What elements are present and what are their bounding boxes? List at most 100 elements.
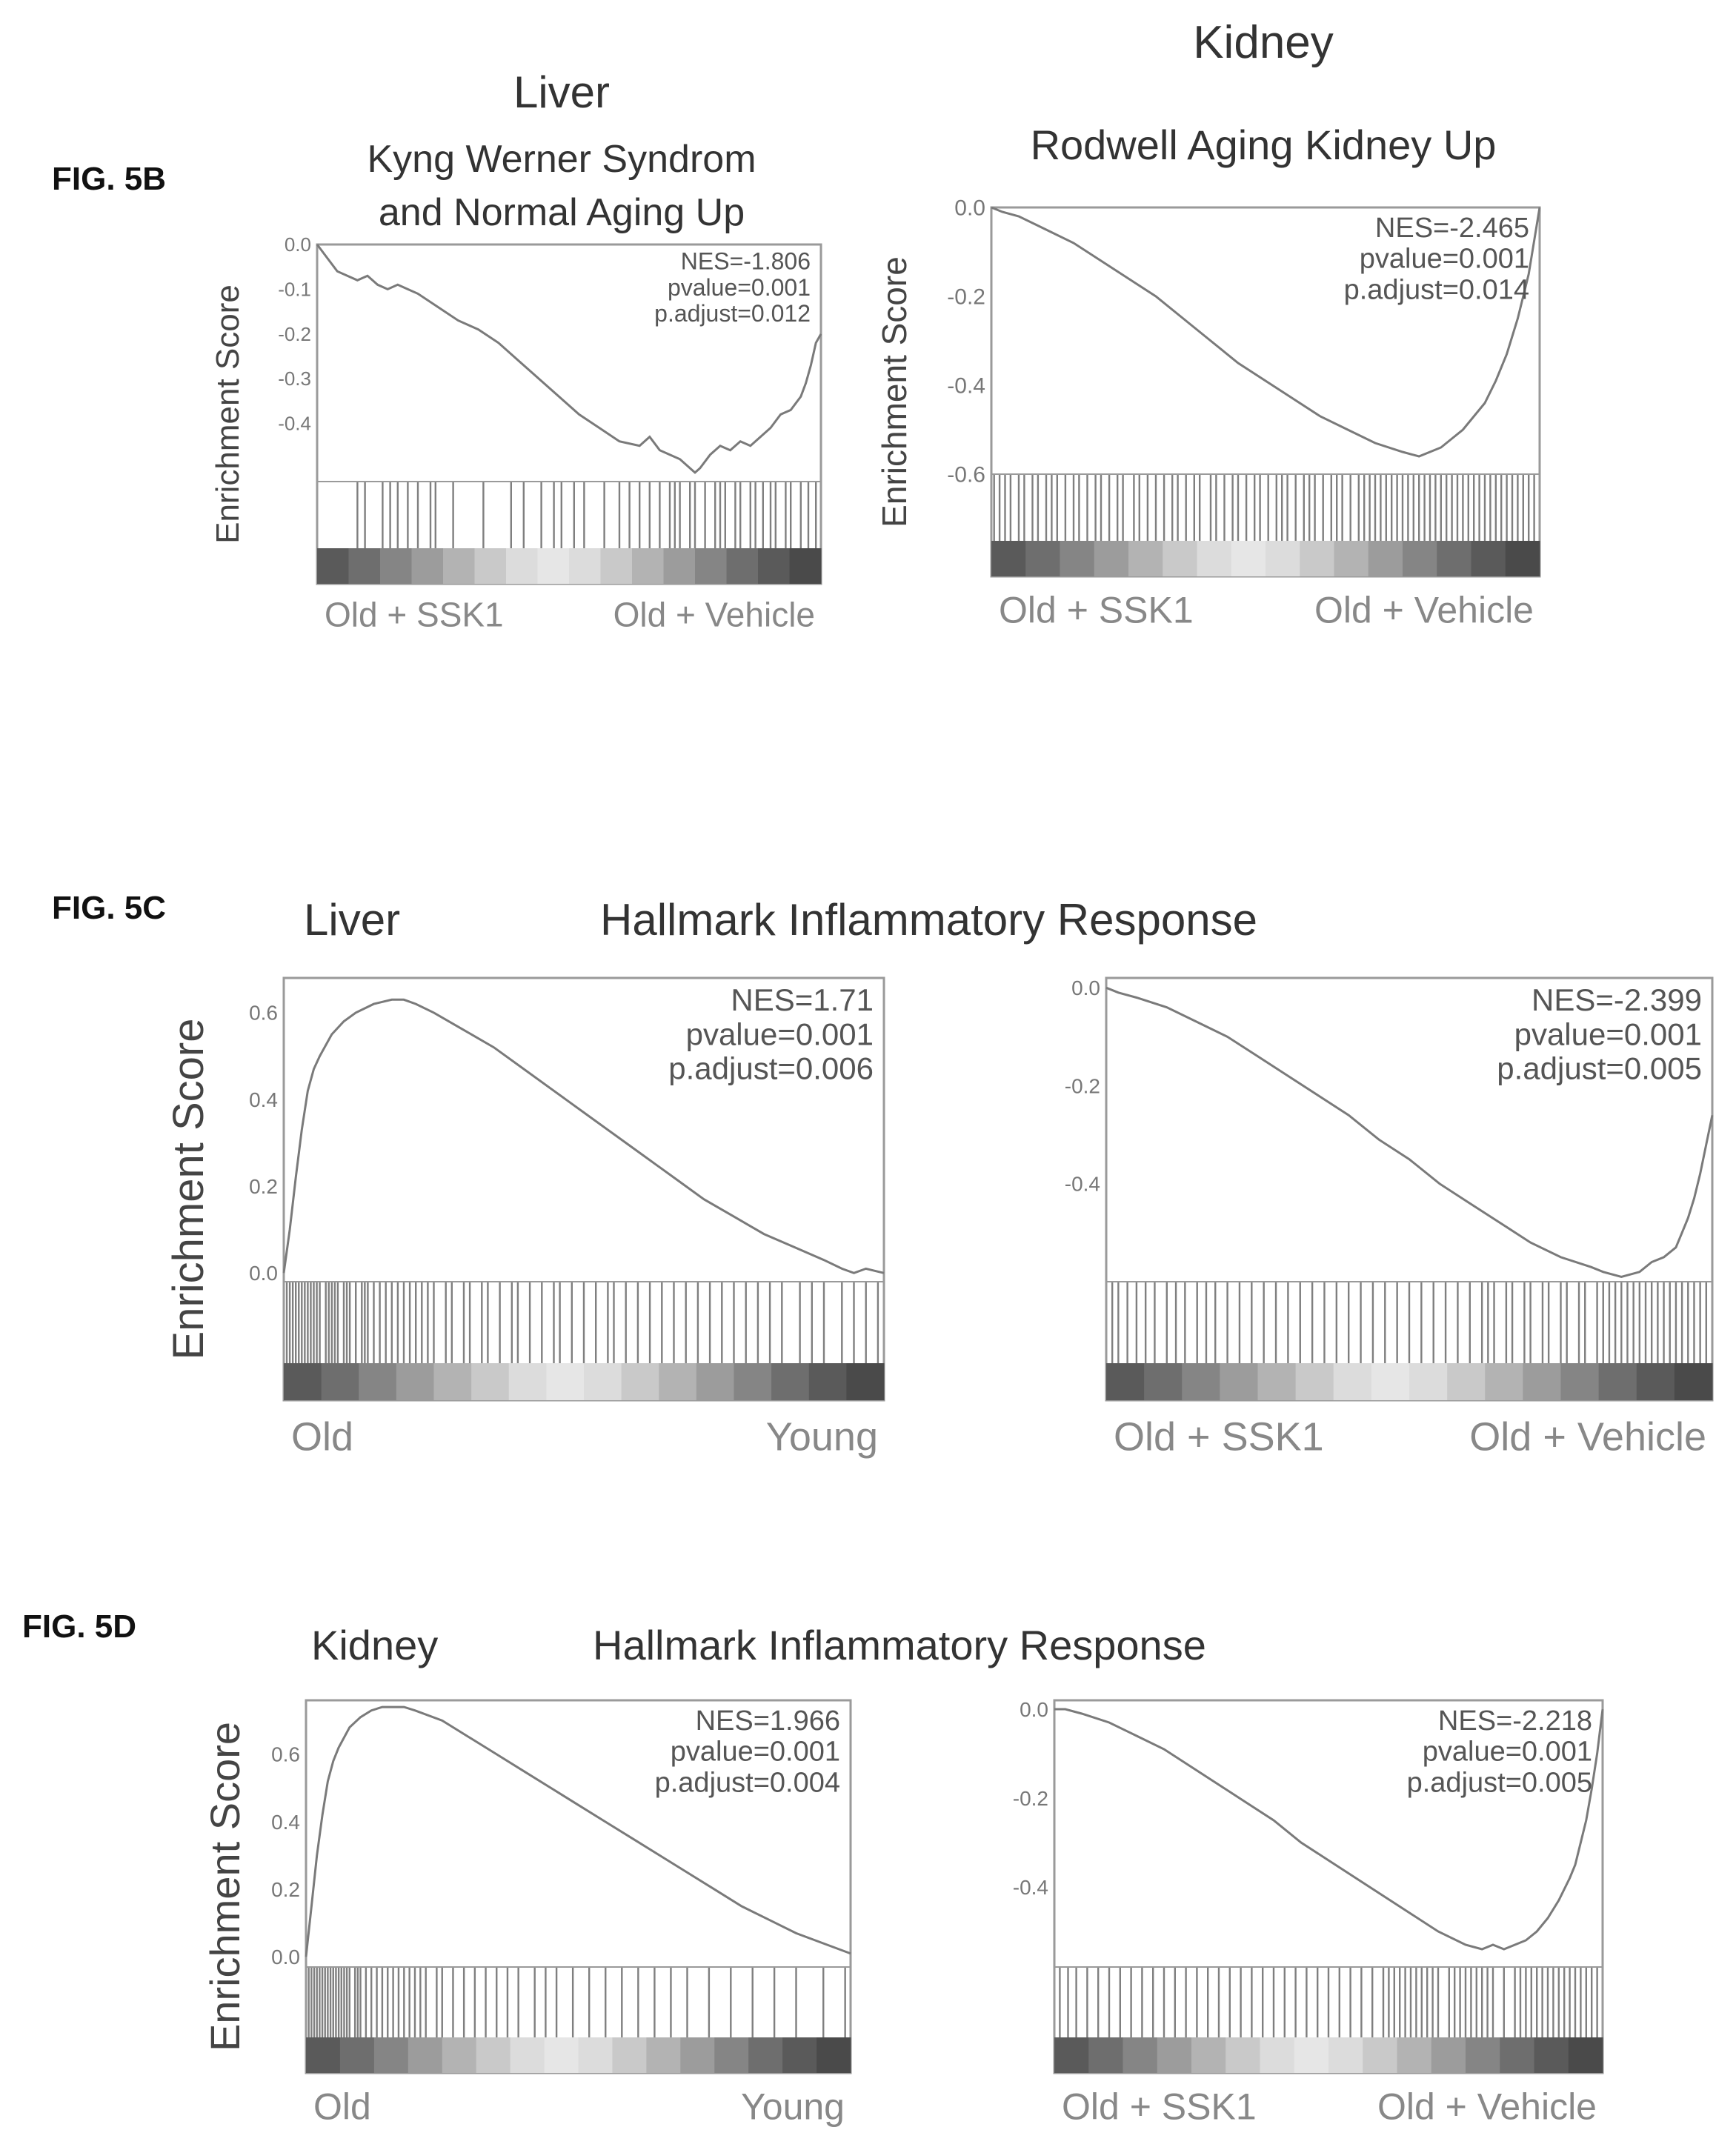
rank-bar-segment [321,1363,359,1400]
rank-bar-segment [748,2037,783,2073]
rank-bar-segment [471,1363,510,1400]
group-label-left: Old [313,2086,371,2128]
y-tick-label: -0.4 [1013,1876,1048,1899]
stat-annotation: pvalue=0.001 [668,274,811,301]
stat-annotation: p.adjust=0.005 [1407,1768,1592,1799]
rank-bar-segment [1300,541,1334,576]
group-label-right: Old + Vehicle [1469,1415,1706,1460]
rank-bar-segment [817,2037,851,2073]
enrichment-score-line [991,206,1541,458]
y-tick-label: 0.4 [249,1088,278,1111]
stat-annotation: p.adjust=0.005 [1497,1051,1702,1086]
fig-5c-pathway-title: Hallmark Inflammatory Response [600,895,1257,945]
panel-1-subtitle-line-2: and Normal Aging Up [379,191,745,234]
y-tick-label: -0.2 [947,285,985,310]
group-label-right: Old + Vehicle [613,596,815,634]
rank-bar-segment [1106,1363,1145,1400]
rank-bar-segment [1294,2037,1329,2073]
rank-bar-segment [1182,1363,1220,1400]
y-axis-label: Enrichment Score [210,284,246,544]
y-tick-label: -0.4 [947,374,985,399]
plot-frame [316,243,822,585]
y-tick-label: -0.4 [1065,1173,1100,1196]
rank-bar-segment [1568,2037,1603,2073]
rank-bar-segment [1060,541,1095,576]
rank-bar-segment [1560,1363,1600,1400]
rank-bar-segment [1368,541,1403,576]
plot-frame [990,206,1541,578]
rank-bar-segment [696,1363,734,1400]
group-label-right: Young [766,1415,878,1460]
figure-label-5d: FIG. 5D [22,1608,136,1645]
y-tick-label: 0.0 [1071,976,1100,999]
rank-bar-segment [1257,1363,1297,1400]
rank-bar-segment [726,548,759,584]
rank-bar-segment [1191,2037,1226,2073]
rank-bar-segment [408,2037,443,2073]
rank-bar-segment [1500,2037,1534,2073]
stat-annotation: pvalue=0.001 [671,1737,840,1768]
y-tick-label: -0.2 [1065,1074,1100,1097]
rank-bar-segment [1437,541,1471,576]
rank-bar-segment [734,1363,772,1400]
panel-2-subtitle: Rodwell Aging Kidney Up [1031,122,1497,168]
y-tick-label: 0.4 [271,1811,300,1834]
rank-bar-segment [508,1363,547,1400]
rank-bar-segment [1371,1363,1410,1400]
rank-bar-segment [537,548,570,584]
rank-bar-segment [510,2037,545,2073]
rank-bar-segment [1363,2037,1397,2073]
rank-bar-segment [1505,541,1540,576]
y-tick-label: 0.0 [1020,1698,1048,1721]
rank-bar-segment [339,2037,375,2073]
stat-annotation: p.adjust=0.012 [654,300,811,327]
rank-bar-segment [433,1363,472,1400]
rank-bar-segment [442,2037,477,2073]
rank-bar-segment [1447,1363,1486,1400]
y-tick-label: -0.3 [278,367,311,390]
y-tick-label: 0.2 [249,1175,278,1198]
rank-bar-segment [659,1363,697,1400]
group-label-left: Old [291,1415,353,1460]
fig-5d-tissue-title: Kidney [311,1622,438,1668]
group-label-right: Old + Vehicle [1314,590,1534,631]
y-axis-label: Enrichment Score [875,256,914,527]
rank-bar-segment [789,548,822,584]
rank-bar-segment [782,2037,817,2073]
rank-bar-segment [1636,1363,1675,1400]
rank-bar-segment [1128,541,1163,576]
rank-bar-segment [1295,1363,1334,1400]
enrichment-score-line [282,998,885,1274]
rank-bar-segment [1466,2037,1500,2073]
enrichment-score-line [1105,986,1714,1278]
rank-bar-segment [808,1363,847,1400]
rank-bar-segment [1144,1363,1183,1400]
rank-bar-segment [680,2037,715,2073]
rank-bar-segment [1403,541,1437,576]
panel-1-title: Liver [513,67,610,117]
y-tick-label: 0.6 [249,1002,278,1025]
fig-5c-tissue-title: Liver [304,895,400,945]
rank-bar-segment [1409,1363,1448,1400]
rank-bar-segment [1485,1363,1523,1400]
rank-bar-segment [443,548,475,584]
rank-bar-segment [1088,2037,1123,2073]
rank-bar-segment [1225,2037,1260,2073]
rank-bar-segment [600,548,633,584]
rank-bar-segment [284,1363,322,1400]
rank-bar-segment [1598,1363,1637,1400]
rank-bar-segment [306,2037,341,2073]
rank-bar-segment [1431,2037,1466,2073]
stat-annotation: pvalue=0.001 [1360,244,1529,275]
rank-bar-segment [663,548,696,584]
stat-annotation: p.adjust=0.014 [1344,275,1529,306]
rank-bar-segment [621,1363,659,1400]
figure-label-5b: FIG. 5B [52,161,166,197]
rank-bar-segment [1328,2037,1363,2073]
rank-bar-segment [411,548,444,584]
rank-bar-segment [317,548,349,584]
rank-bar-segment [396,1363,434,1400]
y-tick-label: 0.0 [954,196,985,221]
rank-bar-segment [1054,2037,1089,2073]
stat-annotation: NES=1.966 [696,1705,840,1737]
